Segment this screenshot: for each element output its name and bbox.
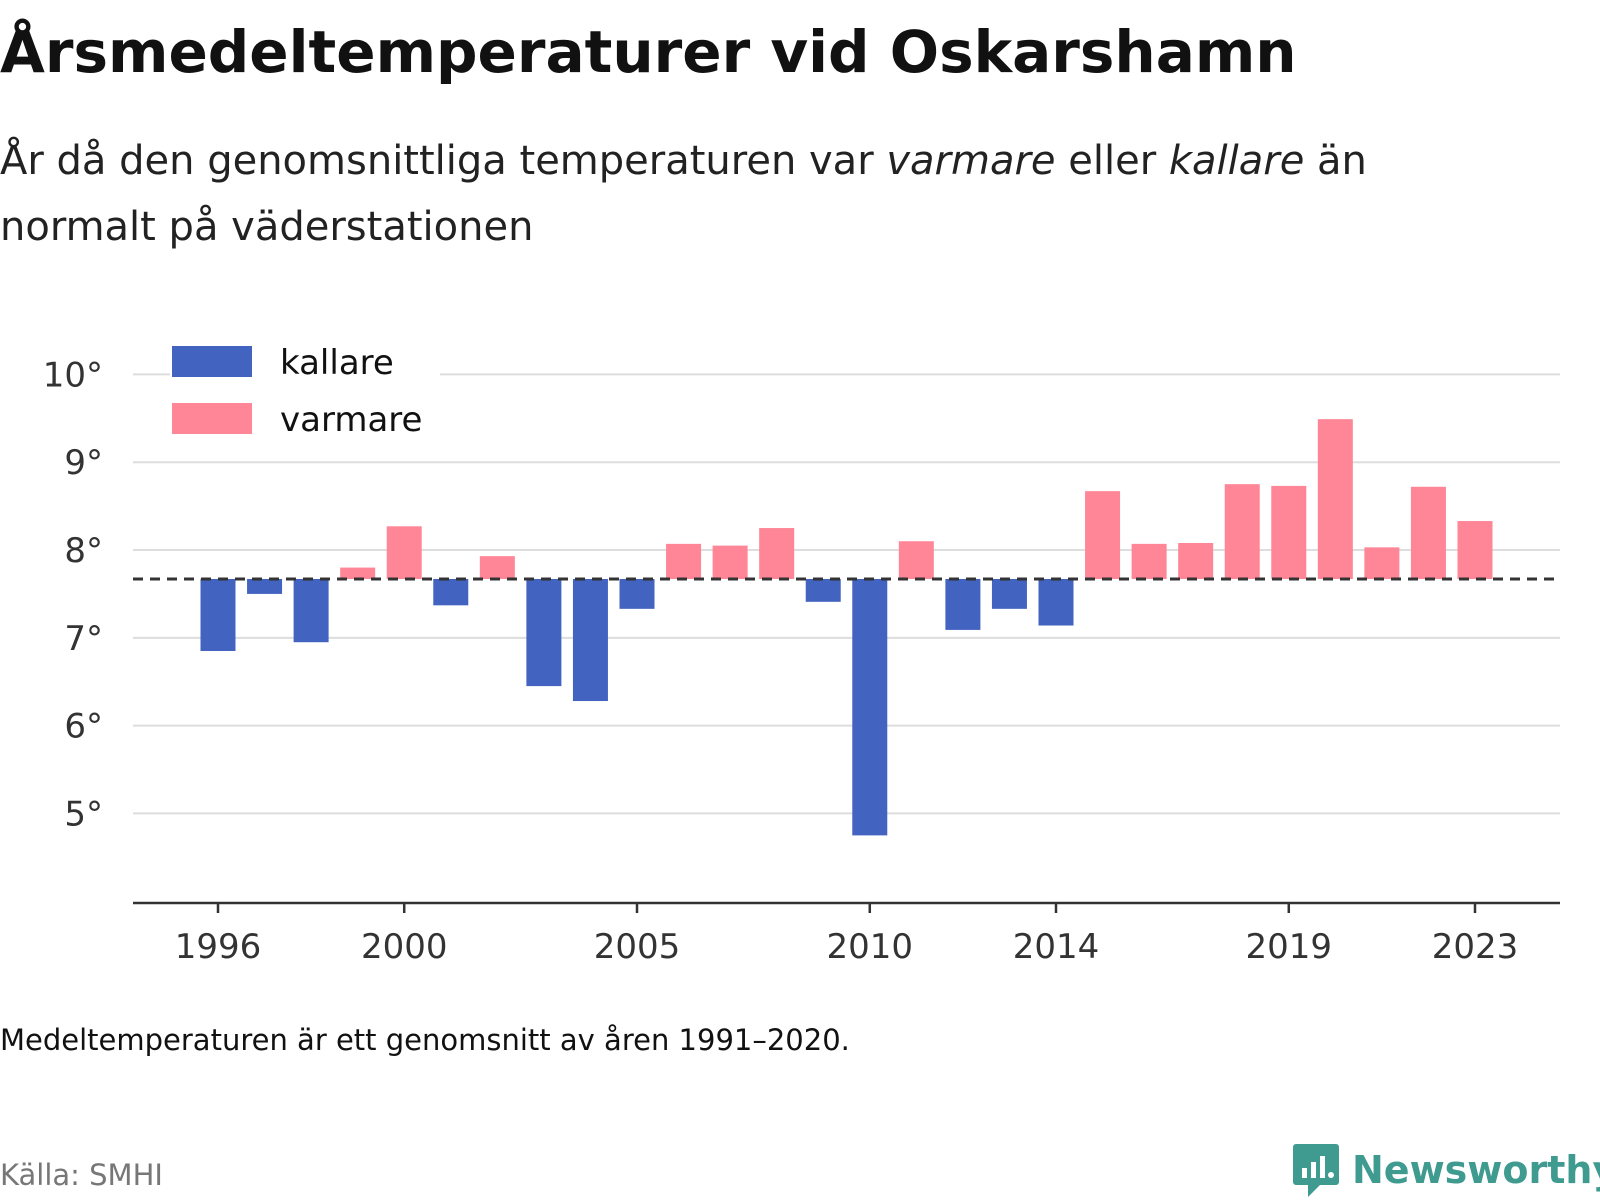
x-tick-label: 2010: [827, 927, 914, 967]
subtitle-cold-word: kallare: [1168, 138, 1305, 184]
bar-2015: [1085, 491, 1121, 579]
source-credit: Källa: SMHI: [0, 1158, 163, 1192]
legend-swatch-kallare: [172, 346, 252, 377]
newsworthy-logo-icon: [1293, 1144, 1339, 1197]
legend: kallare varmare: [170, 340, 440, 442]
y-axis-labels: 5° 6° 7° 8° 9° 10°: [43, 355, 103, 834]
bar-2002: [479, 556, 515, 579]
bar-1999: [340, 567, 376, 579]
y-tick-label: 9°: [64, 443, 103, 483]
legend-label-varmare: varmare: [280, 400, 422, 440]
subtitle-warm-word: varmare: [886, 138, 1056, 184]
legend-label-kallare: kallare: [280, 343, 394, 383]
newsworthy-brand: Newsworthy: [1292, 1142, 1600, 1198]
x-tick-label: 2014: [1013, 927, 1100, 967]
legend-swatch-varmare: [172, 403, 252, 434]
bar-2009: [805, 578, 841, 602]
subtitle-text-2: eller: [1055, 138, 1169, 184]
bar-2011: [898, 541, 934, 579]
bar-1996: [200, 578, 236, 651]
bar-2018: [1224, 484, 1260, 579]
brand-name: Newsworthy: [1352, 1148, 1600, 1192]
y-tick-label: 7°: [64, 619, 103, 659]
bar-2016: [1131, 543, 1167, 579]
bar-2010: [852, 578, 888, 836]
bars: [200, 419, 1493, 836]
bar-1998: [293, 578, 329, 643]
bar-2006: [666, 543, 702, 579]
y-tick-label: 6°: [64, 707, 103, 747]
bar-chart: 5° 6° 7° 8° 9° 10° 1996 2000 2005 2010 2014 2019 20…: [42, 340, 1560, 967]
y-tick-label: 10°: [43, 355, 103, 395]
bar-2014: [1038, 578, 1074, 626]
bar-2004: [572, 578, 608, 702]
subtitle-text-3: än normalt på väderstationen: [0, 138, 1367, 250]
subtitle-text-1: År då den genomsnittliga temperaturen va…: [0, 138, 887, 184]
y-tick-label: 5°: [64, 794, 103, 834]
bar-2019: [1271, 485, 1307, 579]
x-tick-label: 1996: [175, 927, 262, 967]
chart-subtitle: År då den genomsnittliga temperaturen va…: [0, 128, 1520, 260]
chart-footnote: Medeltemperaturen är ett genomsnitt av å…: [0, 1023, 850, 1057]
bar-2001: [433, 578, 469, 606]
bar-2008: [759, 528, 795, 579]
bar-1997: [247, 578, 283, 594]
bar-2023: [1457, 521, 1493, 579]
bar-2013: [991, 578, 1027, 609]
y-tick-label: 8°: [64, 531, 103, 571]
bar-2020: [1317, 419, 1353, 579]
chart-title: Årsmedeltemperaturer vid Oskarshamn: [0, 18, 1297, 86]
bar-2003: [526, 578, 562, 687]
x-tick-label: 2000: [361, 927, 448, 967]
bar-2000: [386, 526, 422, 579]
bar-2012: [945, 578, 981, 630]
x-tick-label: 2005: [594, 927, 681, 967]
x-tick-label: 2023: [1432, 927, 1519, 967]
x-axis-ticks: 1996 2000 2005 2010 2014 2019 2023: [175, 903, 1519, 967]
bar-2005: [619, 578, 655, 609]
bar-2007: [712, 545, 748, 579]
bar-2017: [1178, 542, 1214, 579]
bar-2022: [1410, 486, 1446, 579]
x-tick-label: 2019: [1246, 927, 1333, 967]
bar-2021: [1364, 547, 1400, 579]
